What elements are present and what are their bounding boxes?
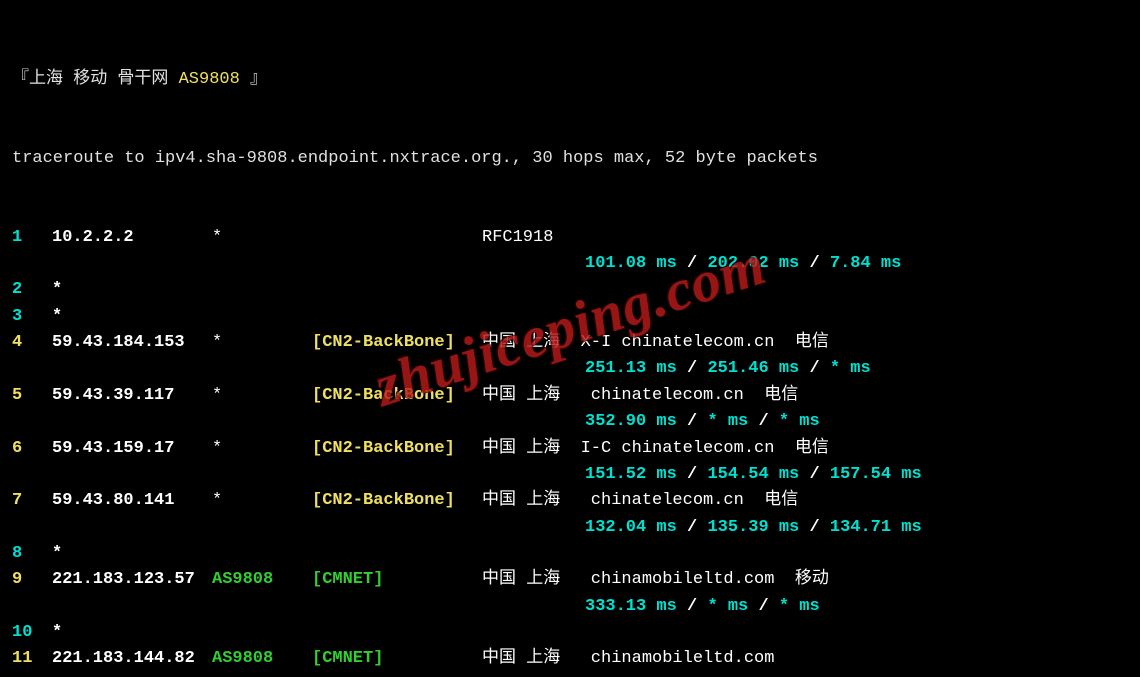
hop-ip: 10.2.2.2	[52, 225, 212, 251]
hop-location: 中国 上海 chinatelecom.cn 电信	[482, 488, 798, 514]
hop-number: 6	[12, 436, 52, 462]
hop-ip: *	[52, 541, 212, 567]
hop-timings: 352.90 ms / * ms / * ms	[12, 409, 1128, 435]
hop-number: 1	[12, 225, 52, 251]
hop-timings: 133.70 ms / 234.81 ms / * ms	[12, 673, 1128, 677]
terminal-output: 『上海 移动 骨干网 AS9808 』 traceroute to ipv4.s…	[0, 0, 1140, 677]
hop-asn: *	[212, 488, 312, 514]
hop-row: 559.43.39.117*[CN2-BackBone]中国 上海 chinat…	[12, 383, 1128, 409]
hop-ip: 221.183.144.82	[52, 646, 212, 672]
hop-row: 3*	[12, 304, 1128, 330]
hop-timings: 333.13 ms / * ms / * ms	[12, 594, 1128, 620]
hop-number: 4	[12, 330, 52, 356]
hop-network: [CMNET]	[312, 567, 482, 593]
hop-timings: 101.08 ms / 202.02 ms / 7.84 ms	[12, 251, 1128, 277]
hop-asn: AS9808	[212, 567, 312, 593]
hop-ip: *	[52, 620, 212, 646]
bracket-r: 』	[250, 70, 267, 89]
hop-number: 8	[12, 541, 52, 567]
hop-asn: *	[212, 330, 312, 356]
header-asn: AS9808	[179, 70, 250, 89]
hop-number: 2	[12, 277, 52, 303]
hop-network: [CN2-BackBone]	[312, 330, 482, 356]
hop-location: 中国 上海 I-C chinatelecom.cn 电信	[482, 436, 829, 462]
hop-number: 7	[12, 488, 52, 514]
hop-location: 中国 上海 X-I chinatelecom.cn 电信	[482, 330, 829, 356]
hop-row: 9221.183.123.57AS9808[CMNET]中国 上海 chinam…	[12, 567, 1128, 593]
bracket-l: 『	[12, 70, 29, 89]
hop-ip: *	[52, 304, 212, 330]
hop-asn: *	[212, 436, 312, 462]
hop-number: 3	[12, 304, 52, 330]
hop-asn: *	[212, 383, 312, 409]
hop-row: 459.43.184.153*[CN2-BackBone]中国 上海 X-I c…	[12, 330, 1128, 356]
header-title: 『上海 移动 骨干网 AS9808 』	[12, 67, 1128, 93]
hop-row: 110.2.2.2* RFC1918	[12, 225, 1128, 251]
hop-network: [CN2-BackBone]	[312, 383, 482, 409]
hop-asn: *	[212, 225, 312, 251]
traceroute-command: traceroute to ipv4.sha-9808.endpoint.nxt…	[12, 146, 1128, 172]
hop-location: 中国 上海 chinatelecom.cn 电信	[482, 383, 798, 409]
hop-location: 中国 上海 chinamobileltd.com	[482, 646, 774, 672]
hop-location: 中国 上海 chinamobileltd.com 移动	[482, 567, 829, 593]
hop-ip: 59.43.39.117	[52, 383, 212, 409]
hop-ip: 59.43.159.17	[52, 436, 212, 462]
hop-network: [CMNET]	[312, 646, 482, 672]
hop-number: 10	[12, 620, 52, 646]
hop-ip: 59.43.184.153	[52, 330, 212, 356]
hop-network: [CN2-BackBone]	[312, 488, 482, 514]
header-loc: 上海 移动 骨干网	[29, 70, 179, 89]
hop-asn: AS9808	[212, 646, 312, 672]
hop-timings: 251.13 ms / 251.46 ms / * ms	[12, 356, 1128, 382]
hop-timings: 151.52 ms / 154.54 ms / 157.54 ms	[12, 462, 1128, 488]
hop-ip: *	[52, 277, 212, 303]
hop-ip: 59.43.80.141	[52, 488, 212, 514]
hop-row: 11221.183.144.82AS9808[CMNET]中国 上海 china…	[12, 646, 1128, 672]
hop-row: 8*	[12, 541, 1128, 567]
hop-network: [CN2-BackBone]	[312, 436, 482, 462]
hop-row: 10*	[12, 620, 1128, 646]
hop-location: RFC1918	[482, 225, 553, 251]
hop-timings: 132.04 ms / 135.39 ms / 134.71 ms	[12, 515, 1128, 541]
hop-list: 110.2.2.2*RFC1918101.08 ms / 202.02 ms /…	[12, 225, 1128, 677]
hop-number: 5	[12, 383, 52, 409]
hop-row: 659.43.159.17*[CN2-BackBone]中国 上海 I-C ch…	[12, 436, 1128, 462]
hop-row: 759.43.80.141*[CN2-BackBone]中国 上海 chinat…	[12, 488, 1128, 514]
hop-number: 11	[12, 646, 52, 672]
hop-ip: 221.183.123.57	[52, 567, 212, 593]
hop-row: 2*	[12, 277, 1128, 303]
hop-number: 9	[12, 567, 52, 593]
